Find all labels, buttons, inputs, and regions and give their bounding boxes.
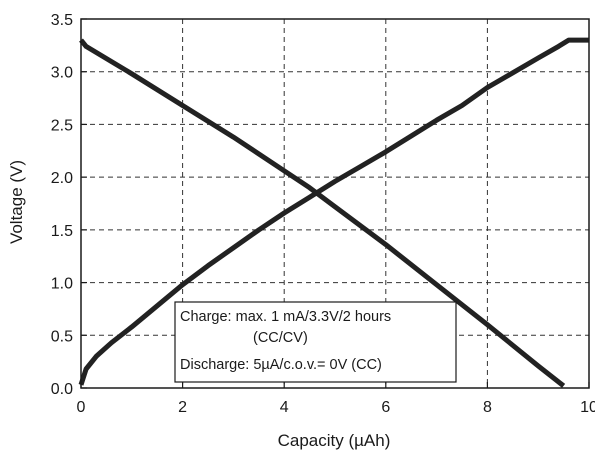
annotation-line-2: (CC/CV) [253,330,308,346]
y-tick-label: 0.0 [51,381,73,398]
x-tick-label: 4 [280,399,289,416]
x-axis-ticks: 0 2 4 6 8 10 [77,382,595,416]
y-tick-label: 1.0 [51,276,73,293]
discharge-curve [79,38,566,388]
annotation-box: Charge: max. 1 mA/3.3V/2 hours (CC/CV) D… [174,301,457,383]
y-axis-ticks: 0.0 0.5 1.0 1.5 2.0 2.5 3.0 3.5 [51,12,87,398]
charge-curve [78,37,589,386]
x-tick-label: 0 [77,399,86,416]
x-tick-label: 8 [483,399,492,416]
y-tick-label: 1.5 [51,223,73,240]
x-tick-label: 2 [178,399,187,416]
y-tick-label: 3.5 [51,12,73,29]
y-tick-label: 3.0 [51,65,73,82]
y-axis-label: Voltage (V) [7,160,26,244]
x-tick-label: 10 [580,399,595,416]
series-group [78,37,589,388]
y-tick-label: 2.0 [51,170,73,187]
y-tick-label: 0.5 [51,328,73,345]
x-axis-label: Capacity (µAh) [278,431,391,450]
y-tick-label: 2.5 [51,117,73,134]
x-tick-label: 6 [381,399,390,416]
annotation-line-1: Charge: max. 1 mA/3.3V/2 hours [180,309,391,325]
annotation-line-3: Discharge: 5µA/c.o.v.= 0V (CC) [180,357,382,373]
plot-frame [80,18,590,389]
